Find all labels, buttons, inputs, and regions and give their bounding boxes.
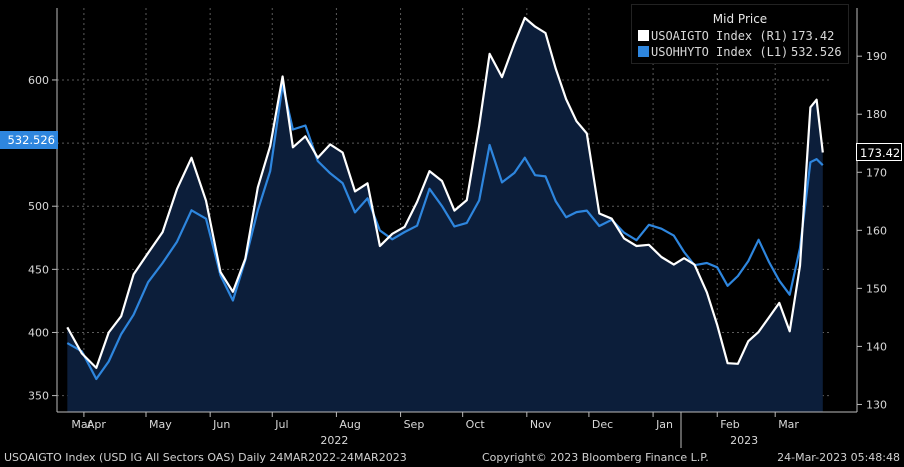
right-axis: 130 140 150 160 170 180 190 bbox=[857, 50, 887, 411]
x-tick-label-3: Jun bbox=[212, 418, 230, 431]
x-tick-label-7: Oct bbox=[466, 418, 486, 431]
x-tick-label-2: May bbox=[149, 418, 172, 431]
area-layer bbox=[67, 17, 823, 413]
footer-timestamp: 24-Mar-2023 05:48:48 bbox=[777, 451, 900, 464]
last-value-badge-left: 532.526 bbox=[0, 131, 58, 149]
x-tick-label-0: Mar bbox=[71, 418, 92, 431]
legend-item-usoaigto[interactable]: USOAIGTO Index (R1) 173.42 bbox=[638, 29, 834, 44]
x-tick-label-11: Feb bbox=[720, 418, 739, 431]
footer-bar: USOAIGTO Index (USD IG All Sectors OAS) … bbox=[0, 449, 904, 467]
legend-last-usoaigto: 173.42 bbox=[791, 29, 835, 43]
x-tick-label-4: Jul bbox=[274, 418, 288, 431]
last-value-badge-right: 173.42 bbox=[856, 143, 902, 161]
right-tick-label-190: 190 bbox=[866, 50, 887, 63]
left-tick-label-500: 500 bbox=[28, 200, 49, 213]
year-label-2022: 2022 bbox=[320, 434, 348, 447]
right-tick-label-140: 140 bbox=[866, 340, 887, 353]
left-tick-label-350: 350 bbox=[28, 390, 49, 403]
x-tick-label-6: Sep bbox=[404, 418, 425, 431]
right-tick-label-150: 150 bbox=[866, 282, 887, 295]
legend-name-usohhyto: USOHHYTO Index (L1) bbox=[651, 45, 789, 59]
left-axis: 350400450500550600 bbox=[28, 74, 57, 403]
area-fill-usoaigto bbox=[67, 17, 823, 413]
plot-frame bbox=[56, 8, 858, 413]
legend-swatch-usohhyto bbox=[638, 46, 649, 57]
legend-last-usohhyto: 532.526 bbox=[791, 45, 842, 59]
x-tick-label-12: Mar bbox=[778, 418, 799, 431]
legend: Mid Price USOAIGTO Index (R1) 173.42 USOH… bbox=[631, 4, 849, 64]
footer-description: USOAIGTO Index (USD IG All Sectors OAS) … bbox=[4, 451, 407, 464]
right-tick-label-180: 180 bbox=[866, 108, 887, 121]
legend-swatch-usoaigto bbox=[638, 30, 649, 41]
footer-copyright: Copyright© 2023 Bloomberg Finance L.P. bbox=[482, 451, 709, 464]
right-tick-label-170: 170 bbox=[866, 166, 887, 179]
x-tick-label-5: Aug bbox=[339, 418, 360, 431]
left-tick-label-600: 600 bbox=[28, 74, 49, 87]
year-label-2023: 2023 bbox=[730, 434, 758, 447]
right-tick-label-130: 130 bbox=[866, 398, 887, 411]
x-tick-label-8: Nov bbox=[530, 418, 552, 431]
right-tick-label-160: 160 bbox=[866, 224, 887, 237]
legend-title: Mid Price bbox=[712, 12, 768, 26]
series-lines bbox=[66, 16, 824, 381]
x-tick-label-9: Dec bbox=[592, 418, 613, 431]
series-line-usohhyto bbox=[66, 83, 824, 381]
left-tick-label-400: 400 bbox=[28, 326, 49, 339]
left-tick-label-450: 450 bbox=[28, 263, 49, 276]
series-line-usoaigto bbox=[66, 16, 824, 369]
legend-item-usohhyto[interactable]: USOHHYTO Index (L1) 532.526 bbox=[638, 45, 842, 60]
x-tick-label-1: Apr bbox=[87, 418, 107, 431]
legend-name-usoaigto: USOAIGTO Index (R1) bbox=[651, 29, 789, 43]
x-tick-label-10: Jan bbox=[655, 418, 673, 431]
